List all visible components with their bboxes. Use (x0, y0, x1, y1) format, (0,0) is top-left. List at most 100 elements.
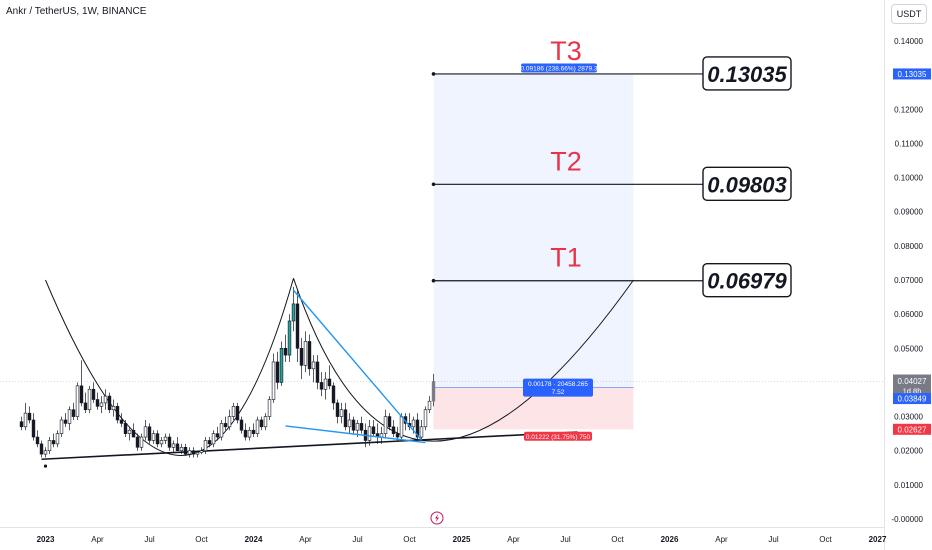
x-tick-label: Jul (144, 535, 154, 544)
candle (207, 437, 212, 448)
candle (83, 392, 88, 414)
candle (167, 433, 172, 451)
candle-body (135, 436, 140, 448)
candle (263, 413, 268, 431)
candle-body (391, 426, 396, 434)
stop-price-badge-bg (893, 423, 931, 435)
y-tick-label: 0.01000 (894, 481, 923, 490)
candle-body (235, 406, 240, 421)
candle-body (271, 361, 276, 400)
x-tick-label: Oct (819, 535, 832, 544)
candle-body (163, 436, 168, 441)
swing-low-dot (43, 464, 48, 468)
candle (55, 430, 60, 448)
candle (175, 437, 180, 452)
y-tick-label: 0.05000 (894, 344, 923, 353)
candle (23, 402, 28, 431)
candle-body (39, 443, 44, 455)
candle (383, 409, 388, 438)
candle-body (115, 406, 120, 421)
candle-body (147, 426, 152, 441)
candle-body (247, 429, 252, 438)
candle-body (87, 388, 92, 411)
candle (259, 416, 264, 431)
candle (151, 430, 156, 444)
candle-body (331, 385, 336, 404)
candle-body (95, 399, 100, 407)
candle-body (47, 440, 52, 452)
last-price-badge-bg (893, 374, 931, 397)
left-cup-arc (45, 278, 294, 456)
candle-body (291, 303, 296, 322)
candle (303, 331, 308, 373)
candle (115, 402, 120, 424)
candle-body (311, 361, 316, 370)
candle-body (423, 409, 428, 428)
candle (291, 286, 296, 332)
candle (159, 437, 164, 448)
candle (287, 314, 292, 362)
candle (243, 423, 248, 441)
x-tick-label: Apr (715, 535, 728, 544)
candle (247, 426, 252, 441)
lightning-icon-glyph (435, 514, 439, 522)
candle-body (155, 433, 160, 445)
candle (343, 402, 348, 431)
candle (99, 396, 104, 414)
candle-body (347, 419, 352, 428)
candle-body (263, 416, 268, 428)
profit-zone (433, 73, 634, 388)
y-tick-label: -0.00000 (891, 515, 923, 524)
candle (195, 450, 200, 458)
y-tick-label: 0.02000 (894, 447, 923, 456)
candle-body (183, 446, 188, 455)
candle-body (131, 429, 136, 438)
candle (319, 372, 324, 397)
position-stop-label: 0.01222 (31.75%) 750 (526, 434, 591, 441)
candle-body (307, 341, 312, 370)
candle (199, 447, 204, 455)
candle (327, 365, 332, 390)
candle-body (191, 450, 196, 455)
target-value-box (702, 56, 792, 91)
x-tick-label: 2023 (37, 535, 55, 544)
candle-body (103, 395, 108, 404)
candle-body (343, 409, 348, 428)
candle-body (359, 423, 364, 431)
x-tick-label: 2024 (245, 535, 263, 544)
candle-body (295, 303, 300, 349)
candle-body (243, 429, 248, 438)
candle (219, 419, 224, 441)
y-tick-label: 0.09000 (894, 208, 923, 217)
candle (271, 353, 276, 403)
candle-body (319, 382, 324, 390)
candle (347, 413, 352, 434)
candle (427, 396, 432, 414)
candle-body (123, 423, 128, 434)
target-value-t2: 0.09803 (707, 172, 787, 197)
candle (63, 413, 68, 427)
x-tick-label: Oct (195, 535, 208, 544)
candle-body (171, 443, 176, 448)
candle (311, 355, 316, 383)
candle-body (255, 419, 260, 434)
candle-body (351, 419, 356, 431)
candle-body (279, 347, 284, 383)
candle-body (63, 419, 68, 424)
position-center-label-1: 0.00178 · 20458.265 (528, 381, 588, 388)
candle (335, 399, 340, 424)
candle-body (419, 426, 424, 438)
candle (279, 341, 284, 386)
chart-title: Ankr / TetherUS, 1W, BINANCE (6, 6, 147, 17)
candle (339, 402, 344, 424)
candle-body (167, 436, 172, 448)
bar-countdown: 1d 8h (903, 387, 922, 396)
target-value-t1: 0.06979 (707, 269, 787, 294)
x-tick-label: 2027 (869, 535, 887, 544)
candle (71, 402, 76, 420)
currency-unit-button[interactable]: USDT (891, 4, 927, 24)
candle-body (215, 433, 220, 438)
candle (423, 406, 428, 431)
candle (135, 433, 140, 451)
